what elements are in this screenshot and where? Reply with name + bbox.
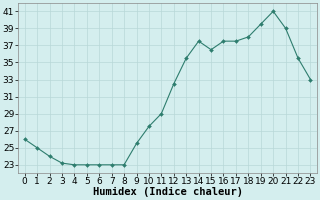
X-axis label: Humidex (Indice chaleur): Humidex (Indice chaleur) <box>92 187 243 197</box>
